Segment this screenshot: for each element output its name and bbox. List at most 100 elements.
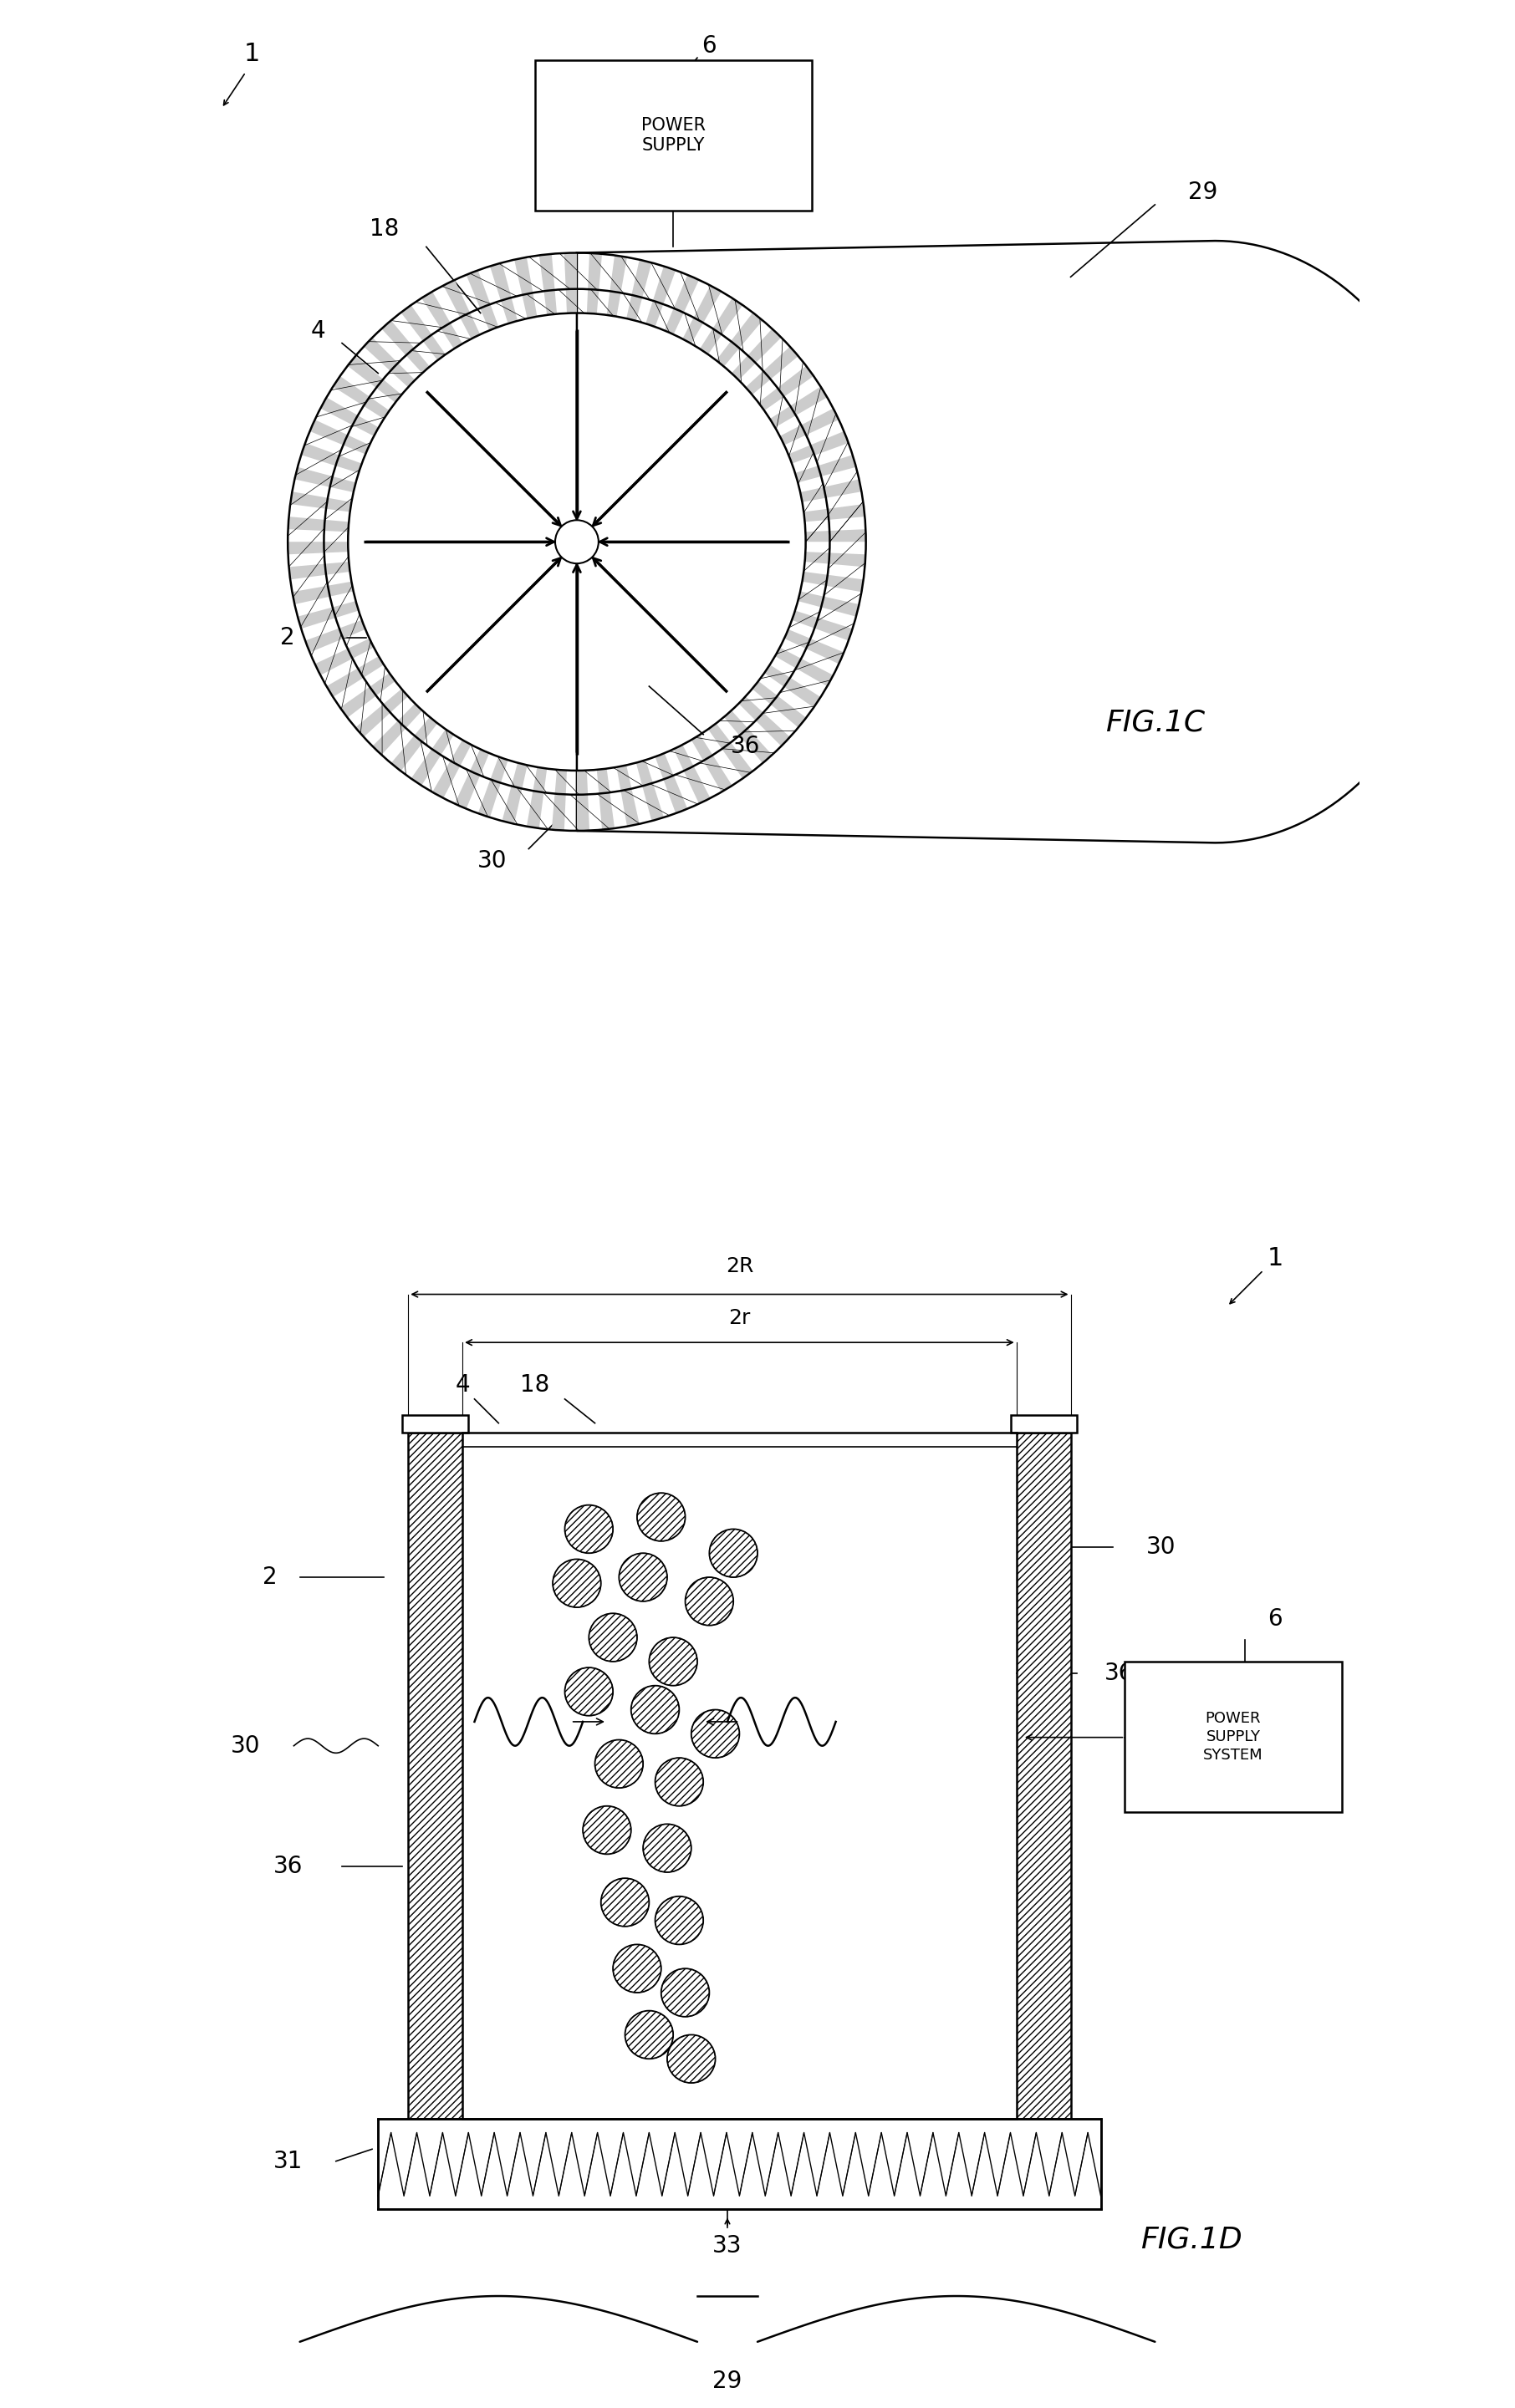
Bar	[408, 1433, 462, 2119]
Text: 4: 4	[454, 1373, 470, 1397]
Wedge shape	[751, 681, 777, 703]
Text: 4: 4	[311, 320, 326, 342]
Wedge shape	[800, 486, 826, 503]
Wedge shape	[512, 763, 527, 790]
Wedge shape	[821, 597, 859, 616]
Wedge shape	[330, 477, 356, 491]
Wedge shape	[791, 388, 827, 414]
Wedge shape	[682, 318, 703, 344]
Wedge shape	[776, 648, 801, 667]
Text: 36: 36	[1104, 1662, 1133, 1686]
Text: POWER
SUPPLY: POWER SUPPLY	[641, 116, 706, 154]
Circle shape	[595, 1739, 642, 1787]
Text: 31: 31	[273, 2150, 303, 2172]
Wedge shape	[611, 255, 627, 294]
Wedge shape	[382, 320, 414, 356]
Wedge shape	[626, 294, 642, 320]
Bar	[401, 1413, 468, 1433]
Wedge shape	[347, 638, 374, 657]
Wedge shape	[764, 347, 798, 380]
Circle shape	[583, 1806, 632, 1854]
Wedge shape	[577, 795, 589, 831]
Wedge shape	[421, 291, 450, 327]
Wedge shape	[554, 771, 567, 795]
Wedge shape	[777, 366, 814, 397]
Wedge shape	[327, 580, 353, 597]
Wedge shape	[745, 371, 771, 395]
Wedge shape	[289, 563, 326, 580]
Wedge shape	[480, 303, 498, 330]
Wedge shape	[370, 672, 395, 696]
Wedge shape	[467, 270, 491, 308]
Wedge shape	[315, 648, 353, 674]
Wedge shape	[795, 657, 833, 686]
Wedge shape	[391, 364, 415, 388]
Text: POWER
SUPPLY
SYSTEM: POWER SUPPLY SYSTEM	[1203, 1710, 1264, 1763]
Wedge shape	[411, 749, 441, 785]
Wedge shape	[818, 455, 856, 477]
Wedge shape	[606, 291, 621, 315]
Text: FIG.1C: FIG.1C	[1104, 708, 1204, 737]
Wedge shape	[824, 479, 862, 498]
Wedge shape	[539, 253, 554, 291]
Wedge shape	[717, 342, 739, 366]
Wedge shape	[708, 722, 730, 749]
Wedge shape	[432, 730, 454, 756]
Circle shape	[554, 520, 598, 563]
Wedge shape	[353, 414, 379, 436]
Wedge shape	[730, 313, 762, 349]
Wedge shape	[654, 754, 674, 780]
Wedge shape	[770, 407, 795, 429]
Wedge shape	[691, 734, 712, 761]
Wedge shape	[288, 518, 324, 530]
Wedge shape	[332, 602, 359, 619]
Circle shape	[620, 1553, 667, 1601]
Wedge shape	[712, 299, 742, 335]
Wedge shape	[398, 703, 423, 727]
Wedge shape	[665, 308, 683, 335]
Circle shape	[642, 1825, 691, 1873]
Wedge shape	[358, 657, 383, 677]
Wedge shape	[780, 426, 806, 445]
Wedge shape	[827, 503, 865, 520]
Wedge shape	[723, 742, 753, 778]
Wedge shape	[801, 409, 839, 436]
Wedge shape	[674, 744, 694, 771]
Text: 2: 2	[262, 1565, 277, 1589]
Wedge shape	[523, 294, 538, 318]
Wedge shape	[321, 397, 358, 426]
Wedge shape	[291, 491, 327, 508]
Wedge shape	[830, 530, 867, 542]
Wedge shape	[771, 696, 806, 727]
Circle shape	[632, 1686, 679, 1734]
Wedge shape	[356, 703, 391, 737]
Wedge shape	[795, 465, 821, 482]
Wedge shape	[756, 713, 789, 746]
Wedge shape	[804, 508, 829, 523]
Bar	[408, 1433, 462, 2119]
Circle shape	[601, 1878, 648, 1926]
Circle shape	[709, 1529, 758, 1577]
Wedge shape	[694, 287, 721, 323]
Wedge shape	[674, 275, 698, 313]
Wedge shape	[406, 349, 430, 373]
Circle shape	[661, 1970, 709, 2015]
Circle shape	[638, 1493, 685, 1541]
Circle shape	[648, 1637, 697, 1686]
Text: 2: 2	[280, 626, 295, 650]
Wedge shape	[383, 689, 408, 713]
Wedge shape	[804, 551, 830, 563]
Wedge shape	[785, 677, 821, 708]
Wedge shape	[544, 289, 558, 315]
Wedge shape	[617, 766, 632, 790]
Wedge shape	[748, 330, 782, 364]
Wedge shape	[788, 445, 815, 465]
Wedge shape	[470, 749, 489, 775]
Wedge shape	[489, 262, 512, 301]
Wedge shape	[586, 289, 598, 313]
Text: 30: 30	[1147, 1536, 1176, 1558]
Wedge shape	[297, 607, 336, 628]
Circle shape	[614, 1946, 661, 1994]
Text: 6: 6	[1268, 1609, 1283, 1630]
Wedge shape	[597, 768, 611, 795]
